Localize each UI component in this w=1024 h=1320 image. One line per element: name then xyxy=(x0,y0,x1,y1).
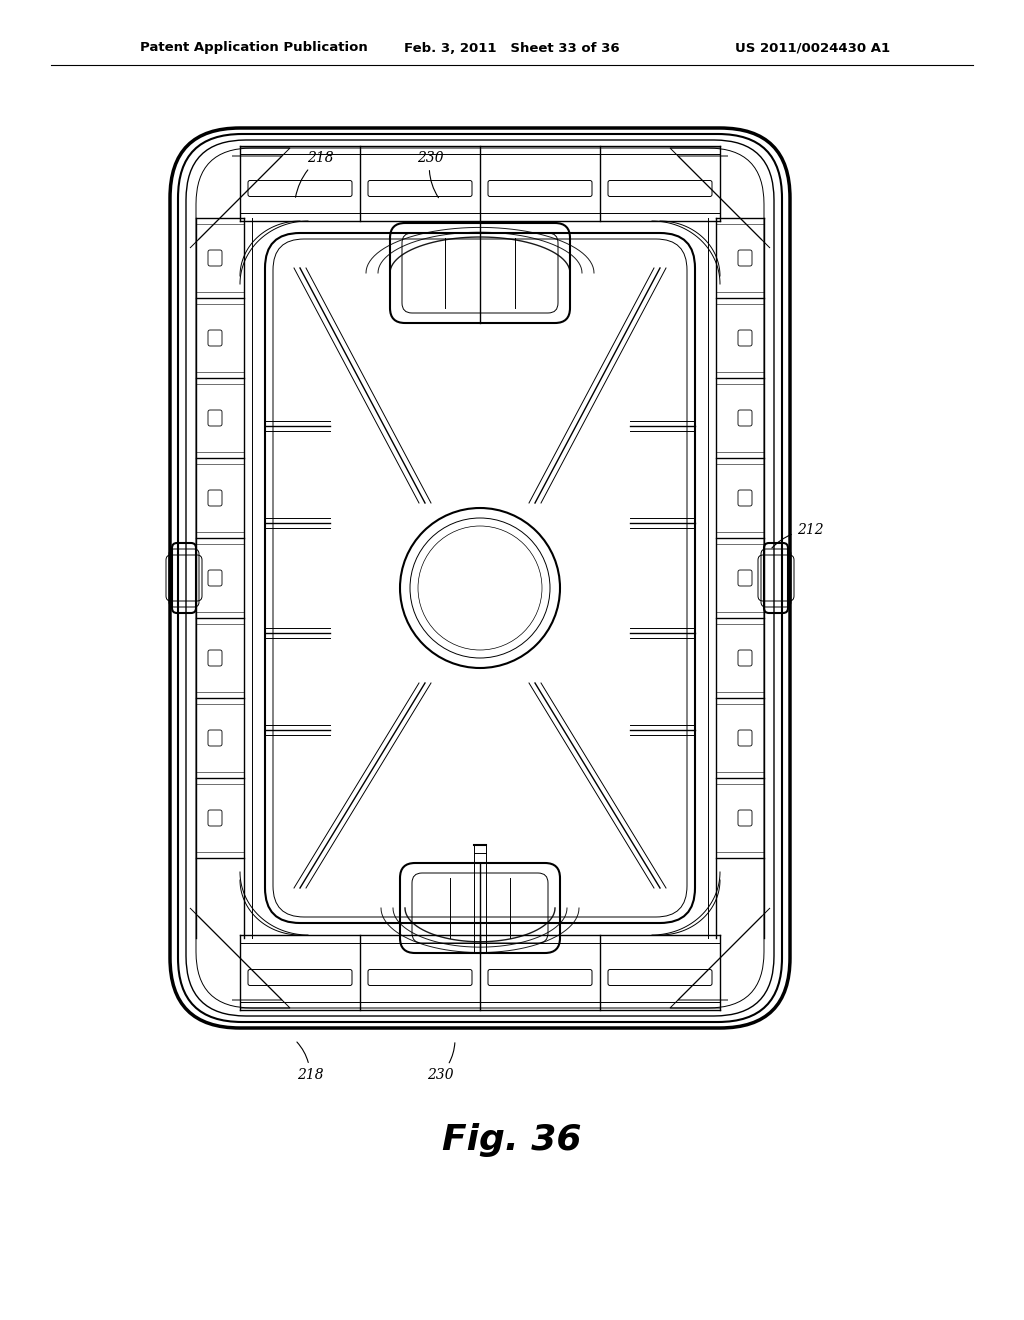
Text: 230: 230 xyxy=(427,1043,455,1082)
Text: Fig. 36: Fig. 36 xyxy=(442,1123,582,1158)
Text: US 2011/0024430 A1: US 2011/0024430 A1 xyxy=(735,41,890,54)
Text: Patent Application Publication: Patent Application Publication xyxy=(140,41,368,54)
Text: 218: 218 xyxy=(296,150,334,197)
Text: Feb. 3, 2011   Sheet 33 of 36: Feb. 3, 2011 Sheet 33 of 36 xyxy=(404,41,620,54)
Text: 230: 230 xyxy=(417,150,443,198)
Text: 218: 218 xyxy=(297,1041,324,1082)
Text: 212: 212 xyxy=(772,523,823,548)
